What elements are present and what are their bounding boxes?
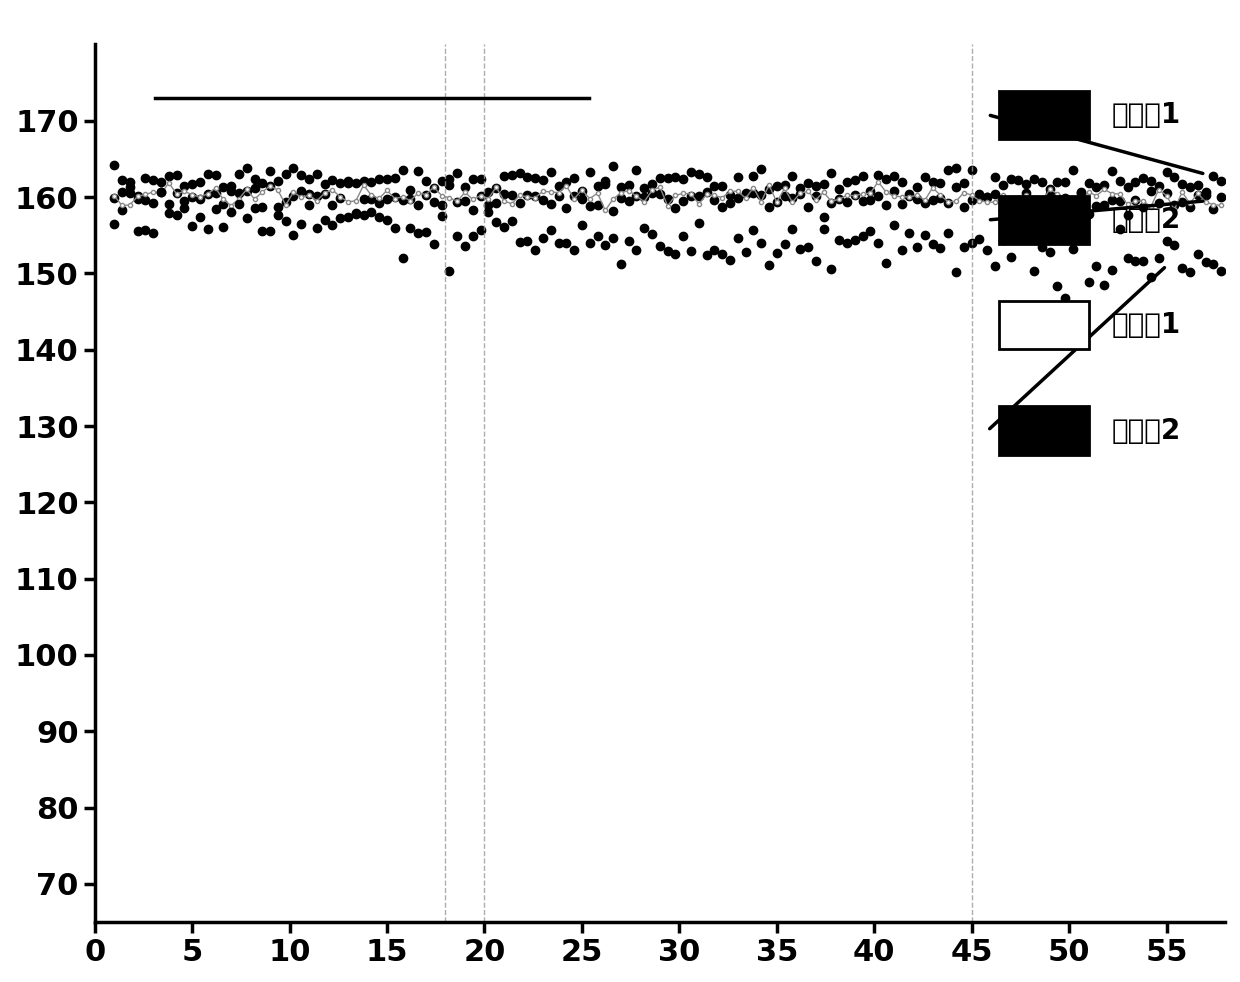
- FancyBboxPatch shape: [999, 301, 1090, 350]
- FancyBboxPatch shape: [999, 195, 1090, 245]
- Text: 对比例1: 对比例1: [1112, 311, 1180, 340]
- FancyBboxPatch shape: [999, 90, 1090, 138]
- Text: 实施例2: 实施例2: [1112, 206, 1182, 234]
- Text: 实施例1: 实施例1: [1112, 101, 1180, 129]
- FancyBboxPatch shape: [999, 407, 1090, 455]
- Text: 对比例2: 对比例2: [1112, 416, 1182, 445]
